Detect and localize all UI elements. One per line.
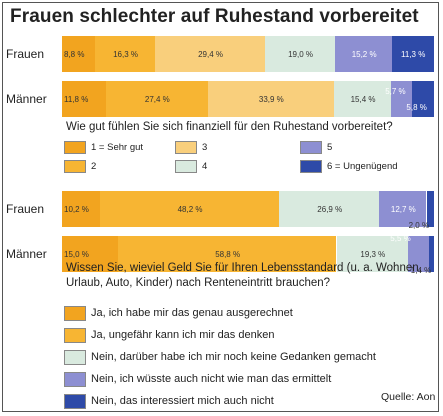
data-label: 58,8 % [215,250,241,259]
legend-label: Ja, ungefähr kann ich mir das denken [91,329,275,341]
data-label: 15,0 % [64,250,89,259]
question-2: Wissen Sie, wieviel Geld Sie für Ihren L… [66,262,422,289]
chart-title: Frauen schlechter auf Ruhestand vorberei… [10,6,419,27]
legend-label: Nein, darüber habe ich mir noch keine Ge… [91,351,376,363]
bar-segment [207,81,334,117]
data-label: 1,4 % [410,266,432,275]
data-label: 10,2 % [64,205,89,214]
data-label: 12,7 % [390,205,416,214]
bar-segment [94,36,156,72]
bar-segment [412,81,434,117]
bar-segment [62,36,95,72]
bar-segment [379,191,427,227]
data-label: 26,9 % [317,205,343,214]
bar-segment [426,191,434,227]
data-label: 19,0 % [288,50,313,59]
legend-swatch [300,141,322,154]
data-label: 33,9 % [258,95,284,104]
legend-label: 1 = Sehr gut [91,142,144,153]
data-label: 19,3 % [360,250,386,259]
legend-swatch [64,372,86,387]
legend-swatch [175,160,197,173]
legend-label: 2 [91,161,97,172]
row-label-frauen: Frauen [6,202,45,216]
legend-label: Ja, ich habe mir das genau ausgerechnet [91,307,293,319]
legend-swatch [64,328,86,343]
legend-label: 6 = Ungenügend [327,161,398,172]
legend-label: Nein, ich wüsste auch nicht wie man das … [91,373,332,385]
data-label: 48,2 % [177,205,203,214]
bar-segment [264,36,336,72]
bar-segment [62,191,100,227]
row-label-männer: Männer [6,92,47,106]
bar-segment [117,236,337,272]
row-label-männer: Männer [6,247,47,261]
legend-label: 3 [202,142,208,153]
bar-segment [391,81,413,117]
legend-swatch [64,350,86,365]
legend-swatch [64,160,86,173]
data-label: 5,7 % [385,87,406,96]
legend-swatch [64,141,86,154]
legend-swatch [300,160,322,173]
legend-label: 5 [327,142,333,153]
data-label: 5,5 % [390,234,411,243]
data-label: 16,3 % [113,50,138,59]
bar-segment [333,81,392,117]
legend-label: 4 [202,161,208,172]
bar-segment [99,191,280,227]
bar-segment [62,81,106,117]
data-label: 5,8 % [406,103,427,112]
bar-segment [155,36,265,72]
data-label: 29,4 % [198,50,223,59]
data-label: 11,8 % [64,95,89,104]
bar-segment [62,236,118,272]
question-1: Wie gut fühlen Sie sich finanziell für d… [66,121,393,133]
bar-segment [336,236,409,272]
data-label: 15,4 % [350,95,376,104]
legend-swatch [64,394,86,409]
data-label: 15,2 % [351,50,377,59]
legend-label: Nein, das interessiert mich auch nicht [91,395,274,407]
data-label: 27,4 % [144,95,170,104]
bar-segment [105,81,208,117]
bar-segment [428,236,434,272]
legend-swatch [175,141,197,154]
bar-segment [408,236,429,272]
data-label: 2,0 % [408,221,430,230]
bar-segment [335,36,392,72]
source-note: Quelle: Aon [381,391,436,403]
data-label: 8,8 % [64,50,85,59]
bar-segment [279,191,380,227]
data-label: 11,3 % [401,50,426,59]
row-label-frauen: Frauen [6,47,45,61]
legend-swatch [64,306,86,321]
bar-segment [392,36,434,72]
